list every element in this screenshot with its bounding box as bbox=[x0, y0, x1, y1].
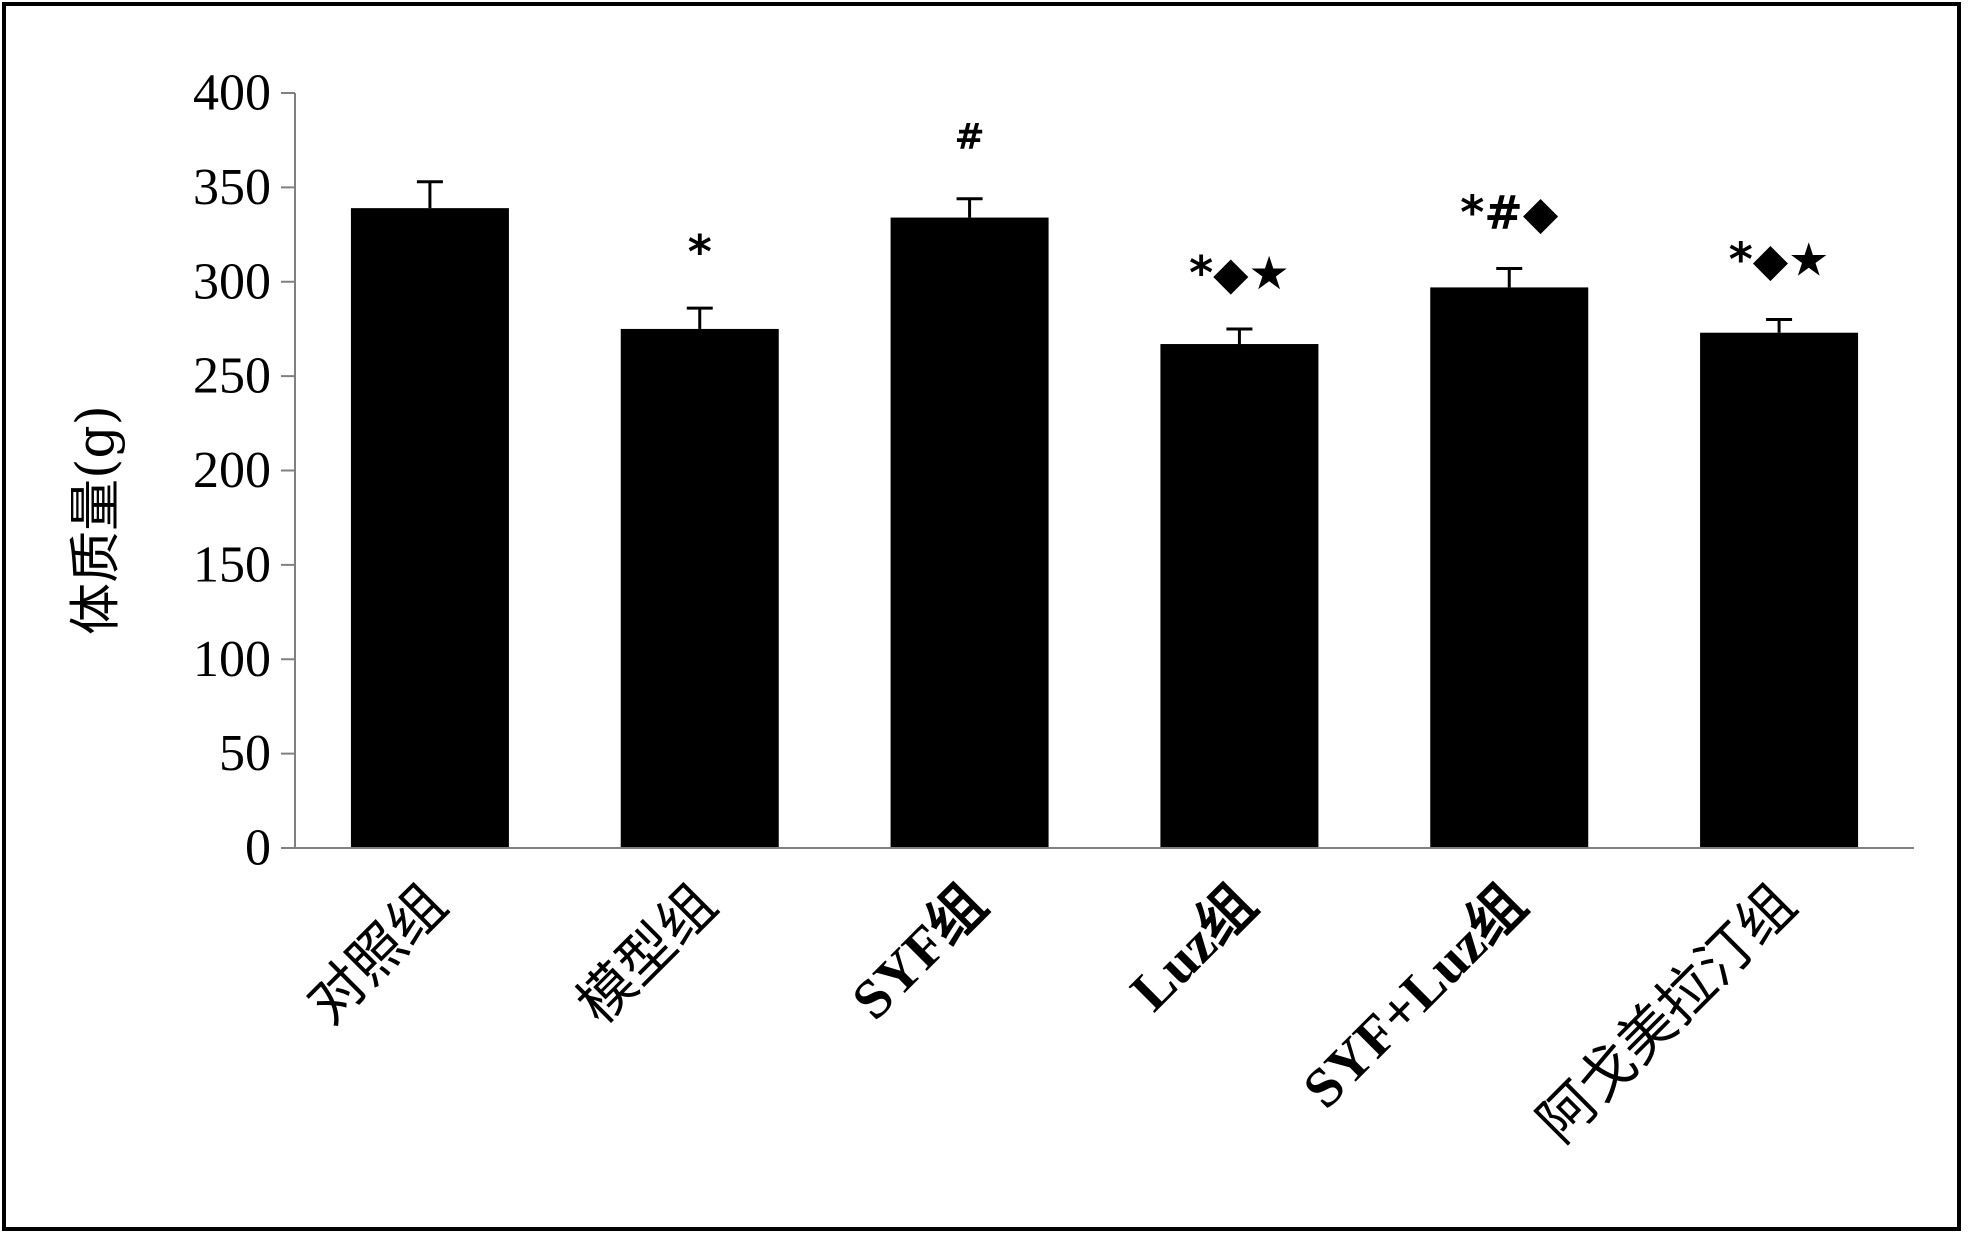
y-tick-label: 350 bbox=[193, 159, 271, 216]
bar bbox=[890, 217, 1049, 848]
y-tick-label: 200 bbox=[193, 442, 271, 499]
bar bbox=[1700, 332, 1859, 848]
x-category-label: 阿戈美拉汀组 bbox=[1527, 873, 1808, 1154]
y-tick-label: 0 bbox=[245, 820, 271, 877]
significance-marker: *◆★ bbox=[1189, 246, 1290, 300]
bars bbox=[350, 208, 1859, 849]
y-tick-label: 150 bbox=[193, 536, 271, 593]
significance-marker: # bbox=[954, 117, 984, 158]
y-tick-label: 100 bbox=[193, 631, 271, 688]
y-axis: 0 50 100 150 200 250 300 350 400 bbox=[193, 65, 296, 877]
x-category-label: Luz组 bbox=[1119, 873, 1268, 1022]
significance-marker: * bbox=[688, 225, 712, 279]
significance-marker: *◆★ bbox=[1729, 233, 1830, 287]
y-axis-title: 体质量(g) bbox=[67, 405, 127, 635]
x-category-label: SYF+Luz组 bbox=[1292, 873, 1539, 1120]
bar bbox=[1430, 287, 1589, 849]
y-tick-label: 400 bbox=[193, 65, 271, 122]
x-category-label: 对照组 bbox=[296, 873, 459, 1036]
x-category-label: 模型组 bbox=[566, 873, 729, 1036]
bar bbox=[620, 328, 779, 848]
significance-marker: *#◆ bbox=[1460, 186, 1559, 240]
y-tick-label: 250 bbox=[193, 348, 271, 405]
x-category-label: SYF组 bbox=[841, 873, 999, 1031]
y-tick-label: 300 bbox=[193, 253, 271, 310]
error-bars bbox=[416, 180, 1793, 345]
bar bbox=[1160, 344, 1319, 848]
bar bbox=[350, 208, 509, 848]
y-tick-label: 50 bbox=[219, 725, 271, 782]
significance-markers: * # *◆★ *#◆ *◆★ bbox=[688, 117, 1830, 300]
